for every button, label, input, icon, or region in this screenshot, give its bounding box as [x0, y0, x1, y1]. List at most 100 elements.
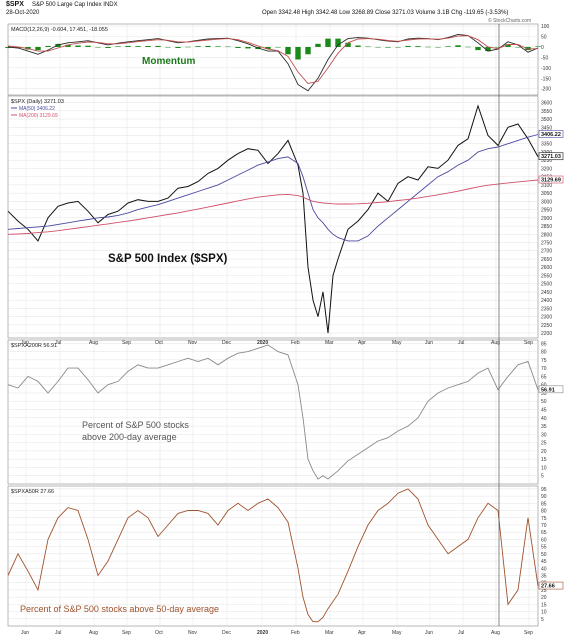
y-tick-label: 50: [541, 399, 547, 405]
y-tick-label: 5: [541, 617, 544, 623]
macd-histogram-bar: [5, 46, 11, 49]
y-tick-label: 2900: [541, 216, 552, 222]
value-label: 3129.69: [541, 178, 561, 184]
y-tick-label: 70: [541, 523, 547, 529]
x-axis-label: Aug: [491, 630, 500, 636]
x-axis-label: Jun: [21, 630, 29, 636]
y-tick-label: 75: [541, 516, 547, 522]
price-panel-label: S&P 500 Index ($SPX): [108, 253, 227, 265]
y-tick-label: 2250: [541, 323, 552, 329]
x-axis-label: Dec: [222, 630, 231, 636]
panel-frame-price: [7, 95, 539, 339]
y-tick-label: 80: [541, 350, 547, 356]
x-axis-label: Aug: [89, 340, 98, 346]
y-tick-label: -100: [541, 66, 551, 72]
x-axis-label: Jun: [425, 340, 433, 346]
y-tick-label: 50: [541, 35, 547, 41]
y-tick-label: 55: [541, 545, 547, 551]
series-line-pct200-0: [7, 344, 539, 480]
y-tick-label: 40: [541, 566, 547, 572]
macd-histogram-bar: [205, 45, 211, 47]
y-tick-label: 10: [541, 465, 547, 471]
macd-histogram-bar: [325, 38, 331, 47]
value-label-box: [538, 152, 564, 161]
macd-histogram-bar: [35, 46, 41, 51]
macd-histogram-bar: [135, 46, 141, 47]
y-tick-label: 15: [541, 457, 547, 463]
y-tick-label: -150: [541, 76, 551, 82]
macd-histogram-bar: [275, 46, 281, 48]
y-tick-label: 65: [541, 374, 547, 380]
y-tick-label: 15: [541, 602, 547, 608]
x-axis-label: Sep: [524, 340, 533, 346]
y-tick-label: -200: [541, 87, 551, 93]
macd-histogram-bar: [215, 46, 221, 47]
y-tick-label: 75: [541, 358, 547, 364]
y-tick-label: 2700: [541, 249, 552, 255]
momentum-label: Momentum: [142, 56, 195, 67]
legend-entry: MA(50) 3406.22: [19, 106, 55, 112]
y-tick-label: 2650: [541, 257, 552, 263]
x-axis-label: Oct: [155, 630, 163, 636]
value-label-box: [538, 175, 564, 184]
chart-credit: © StockCharts.com: [488, 18, 532, 24]
macd-histogram-bar: [455, 45, 461, 47]
macd-histogram-bar: [385, 46, 391, 48]
macd-histogram-bar: [235, 46, 241, 49]
macd-histogram-bar: [415, 46, 421, 47]
value-label: 3406.22: [541, 132, 561, 138]
panel-frame-pct50: [7, 485, 539, 627]
macd-histogram-bar: [365, 46, 371, 48]
macd-histogram-bar: [125, 45, 131, 47]
macd-histogram-bar: [65, 44, 71, 47]
x-axis-label: Sep: [122, 630, 131, 636]
series-line-pct50-0: [7, 488, 539, 623]
macd-histogram-bar: [85, 45, 91, 47]
macd-histogram-bar: [435, 46, 441, 48]
macd-histogram-bar: [315, 43, 321, 47]
x-axis-label: Aug: [491, 340, 500, 346]
y-tick-label: 3200: [541, 166, 552, 172]
y-tick-label: 45: [541, 559, 547, 565]
panel-title-pct200: $SPXA200R 56.91: [11, 343, 57, 349]
pct200-label-line1: Percent of S&P 500 stocks: [82, 420, 189, 430]
y-tick-label: 3500: [541, 117, 552, 123]
y-tick-label: 25: [541, 588, 547, 594]
y-tick-label: 2950: [541, 208, 552, 214]
series-line-price-2: [7, 179, 539, 235]
value-label: 56.91: [541, 387, 555, 393]
y-tick-label: 30: [541, 432, 547, 438]
macd-histogram-bar: [145, 45, 151, 47]
y-tick-label: -50: [541, 55, 548, 61]
x-axis-label: Apr: [358, 630, 366, 636]
macd-histogram-bar: [15, 46, 21, 49]
chart-quote: Open 3342.48 High 3342.48 Low 3268.89 Cl…: [262, 10, 509, 16]
y-tick-label: 5: [541, 474, 544, 480]
macd-histogram-bar: [375, 46, 381, 48]
x-axis-label: Sep: [122, 340, 131, 346]
macd-histogram-bar: [485, 46, 491, 52]
y-tick-label: 3000: [541, 199, 552, 205]
value-label-box: [538, 581, 564, 590]
macd-histogram-bar: [95, 46, 101, 48]
y-tick-label: 3100: [541, 183, 552, 189]
macd-histogram-bar: [525, 46, 531, 51]
y-tick-label: 2200: [541, 331, 552, 337]
value-label: 3271.03: [541, 154, 561, 160]
value-label-box: [538, 130, 564, 138]
y-tick-label: 2550: [541, 273, 552, 279]
panel-title-macd: MACD(12,26,9) -0.604, 17.451, -18.055: [11, 27, 108, 33]
chart-date: 28-Oct-2020: [6, 10, 40, 16]
x-axis-label: 2020: [257, 630, 268, 636]
macd-histogram-bar: [445, 46, 451, 47]
y-tick-label: 10: [541, 610, 547, 616]
y-tick-label: 3450: [541, 125, 552, 131]
macd-histogram-bar: [45, 45, 51, 47]
macd-histogram-bar: [465, 46, 471, 48]
pct50-label: Percent of S&P 500 stocks above 50-day a…: [20, 604, 219, 614]
x-axis-label: Sep: [524, 630, 533, 636]
pct200-label-line2: above 200-day average: [82, 432, 177, 442]
y-tick-label: 60: [541, 537, 547, 543]
macd-histogram-bar: [475, 46, 481, 51]
x-axis-label: May: [392, 340, 402, 346]
